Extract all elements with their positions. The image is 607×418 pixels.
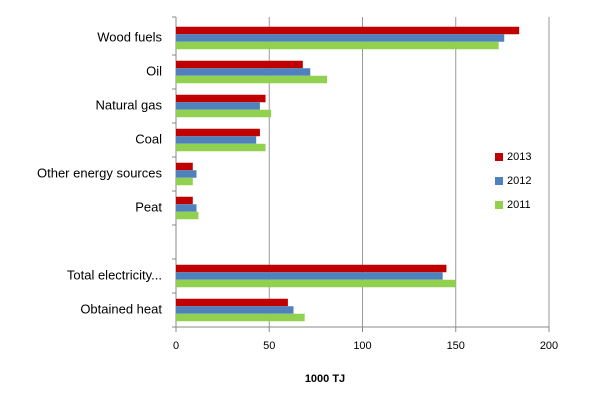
- bar: [176, 102, 260, 110]
- y-tick-label: Peat: [135, 199, 162, 214]
- bar: [176, 136, 257, 144]
- bar: [176, 211, 199, 220]
- legend-label: 2012: [507, 175, 531, 187]
- bar: [176, 162, 193, 171]
- bar: [176, 196, 193, 205]
- x-tick-label: 50: [263, 340, 275, 352]
- y-tick-label: Coal: [135, 131, 162, 146]
- legend-swatch: [495, 201, 503, 209]
- x-axis-title: 1000 TJ: [305, 373, 345, 385]
- bar: [176, 68, 311, 76]
- bar: [176, 313, 305, 322]
- x-tick-label: 100: [353, 340, 371, 352]
- bar: [176, 41, 499, 50]
- bar: [176, 128, 260, 137]
- bar: [176, 34, 505, 42]
- y-tick-label: Other energy sources: [37, 165, 163, 180]
- bar: [176, 60, 303, 69]
- bar: [176, 170, 197, 178]
- legend-swatch: [495, 153, 503, 161]
- bar: [176, 204, 197, 212]
- bar: [176, 26, 520, 35]
- bar: [176, 272, 443, 280]
- y-tick-label: Oil: [146, 63, 162, 78]
- bar: [176, 177, 193, 186]
- bar: [176, 279, 456, 288]
- x-tick-label: 200: [540, 340, 558, 352]
- y-tick-label: Wood fuels: [97, 29, 162, 44]
- legend-label: 2013: [507, 151, 531, 163]
- y-tick-label: Natural gas: [96, 97, 163, 112]
- bar: [176, 143, 266, 152]
- y-tick-label: Obtained heat: [80, 301, 162, 316]
- bar: [176, 264, 447, 273]
- bar: [176, 298, 288, 307]
- x-tick-label: 150: [447, 340, 465, 352]
- bar: [176, 75, 328, 84]
- bar: [176, 306, 294, 314]
- bar: [176, 94, 266, 103]
- x-tick-label: 0: [173, 340, 179, 352]
- legend-label: 2011: [507, 199, 531, 211]
- y-tick-label: Total electricity...: [67, 267, 162, 282]
- legend-swatch: [495, 177, 503, 185]
- bar: [176, 109, 272, 118]
